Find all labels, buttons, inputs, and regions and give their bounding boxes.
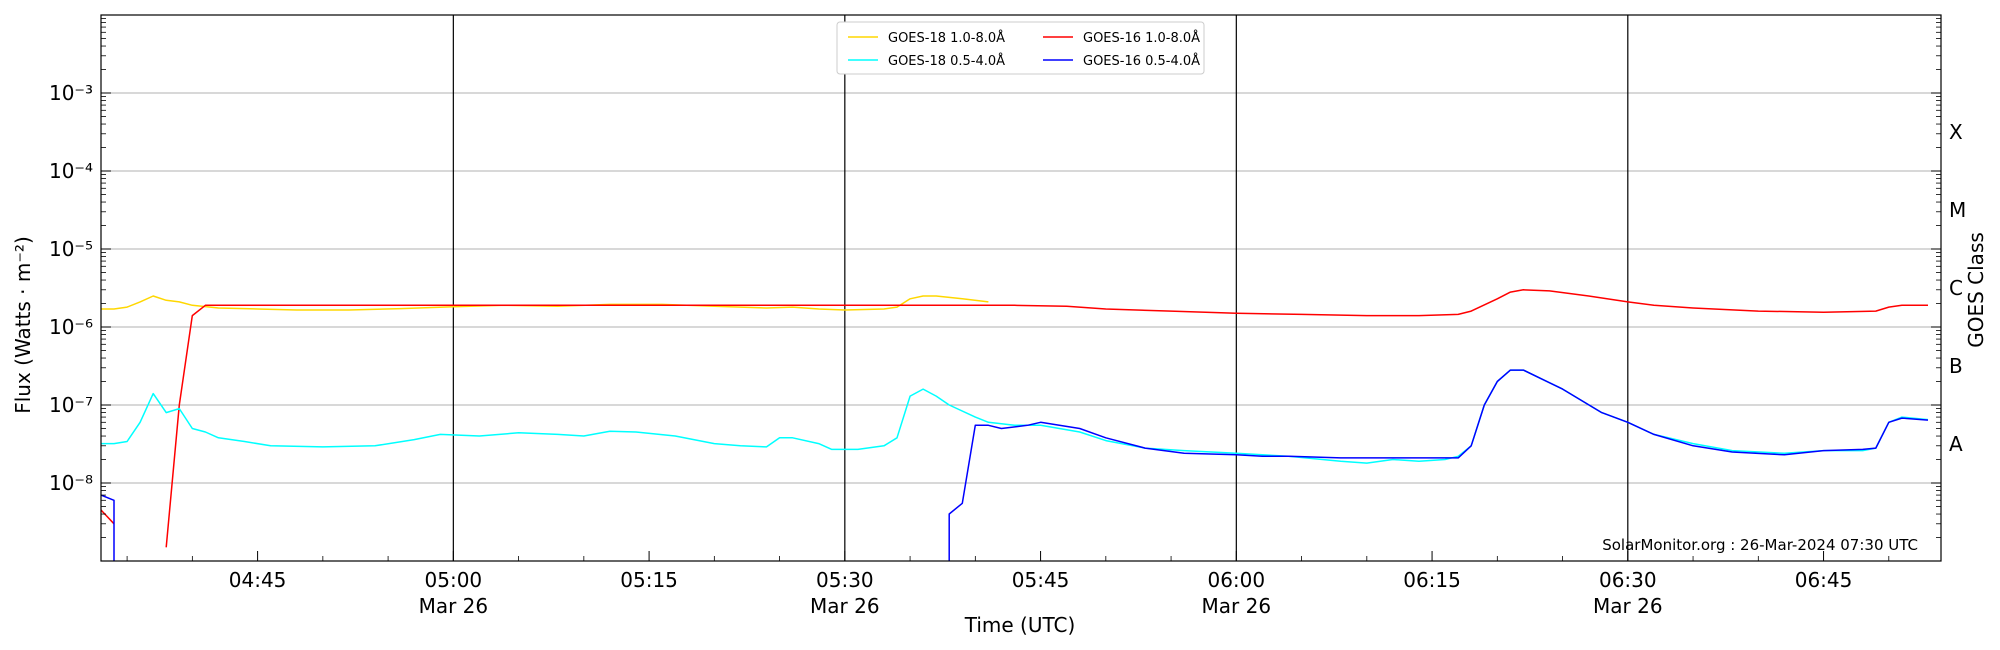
x-tick-label: 05:45 bbox=[1012, 568, 1070, 592]
goes-class-label: X bbox=[1949, 120, 1963, 144]
y-tick-label: 10⁻⁸ bbox=[49, 471, 93, 495]
x-tick-label: 05:15 bbox=[620, 568, 678, 592]
x-tick-label: 06:00 bbox=[1207, 568, 1265, 592]
series-line bbox=[100, 289, 1928, 548]
x-tick-date-label: Mar 26 bbox=[810, 594, 880, 618]
y-axis-title: Flux (Watts · m⁻²) bbox=[11, 236, 35, 414]
legend-label: GOES-18 0.5-4.0Å bbox=[888, 53, 1005, 69]
goes-class-label: C bbox=[1949, 276, 1963, 300]
x-tick-label: 04:45 bbox=[229, 568, 287, 592]
axis-ticks bbox=[101, 18, 1941, 561]
x-tick-label: 06:30 bbox=[1599, 568, 1657, 592]
x-tick-label: 05:00 bbox=[425, 568, 483, 592]
x-tick-date-label: Mar 26 bbox=[1202, 594, 1272, 618]
legend-label: GOES-18 1.0-8.0Å bbox=[888, 30, 1005, 46]
goes-class-label: A bbox=[1949, 432, 1963, 456]
x-tick-label: 06:45 bbox=[1795, 568, 1853, 592]
x-axis-title: Time (UTC) bbox=[964, 613, 1076, 637]
source-annotation: SolarMonitor.org : 26-Mar-2024 07:30 UTC bbox=[1602, 536, 1918, 554]
goes-class-label: M bbox=[1949, 198, 1966, 222]
legend-label: GOES-16 0.5-4.0Å bbox=[1083, 53, 1200, 69]
legend-box bbox=[836, 21, 1205, 75]
series-line bbox=[100, 369, 1929, 561]
plot-frame bbox=[100, 14, 1942, 562]
grid-lines bbox=[101, 92, 1941, 484]
right-axis-title: GOES Class bbox=[1964, 232, 1988, 348]
goes-class-labels: A B C M X bbox=[1949, 120, 1966, 456]
data-series bbox=[100, 289, 1929, 561]
legend: GOES-18 1.0-8.0Å GOES-16 1.0-8.0Å GOES-18 … bbox=[836, 21, 1205, 75]
x-tick-date-label: Mar 26 bbox=[419, 594, 489, 618]
y-tick-labels: 10⁻⁸ 10⁻⁷ 10⁻⁶ 10⁻⁵ 10⁻⁴ 10⁻³ bbox=[49, 81, 93, 495]
day-separator-lines bbox=[452, 15, 1629, 561]
y-tick-label: 10⁻⁶ bbox=[49, 315, 93, 339]
x-tick-label: 06:15 bbox=[1403, 568, 1461, 592]
y-tick-label: 10⁻⁷ bbox=[49, 393, 93, 417]
y-tick-label: 10⁻³ bbox=[49, 81, 93, 105]
x-tick-label: 05:30 bbox=[816, 568, 874, 592]
y-tick-label: 10⁻⁴ bbox=[49, 159, 93, 183]
x-tick-date-label: Mar 26 bbox=[1593, 594, 1663, 618]
goes-class-label: B bbox=[1949, 354, 1963, 378]
legend-label: GOES-16 1.0-8.0Å bbox=[1083, 30, 1200, 46]
y-tick-label: 10⁻⁵ bbox=[49, 237, 93, 261]
